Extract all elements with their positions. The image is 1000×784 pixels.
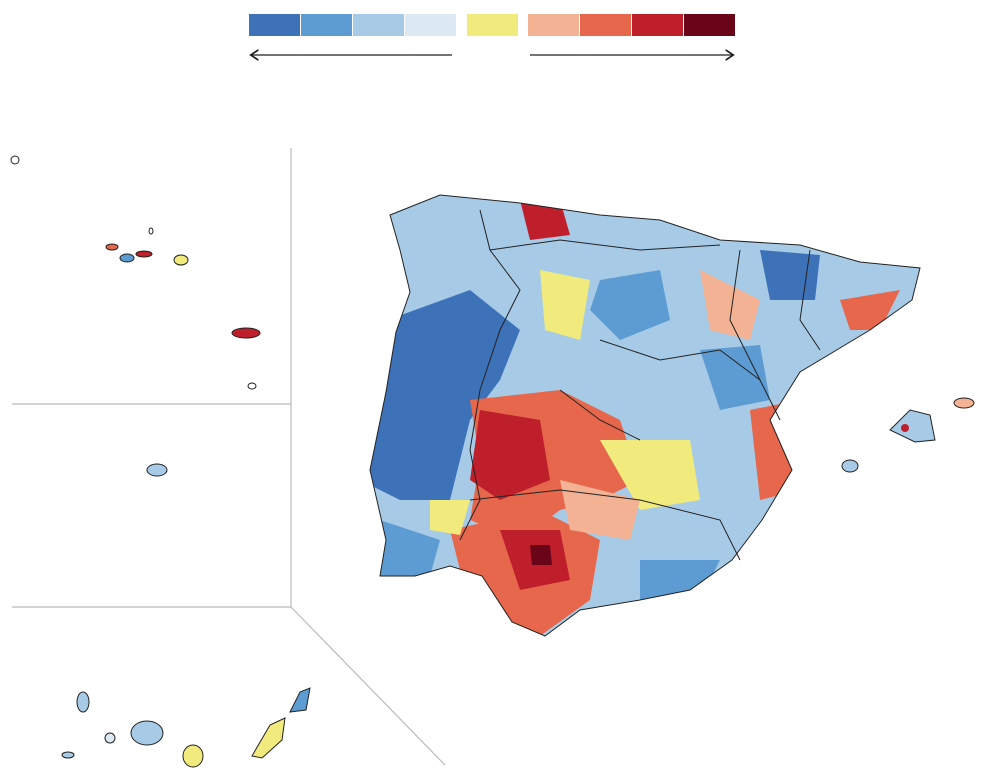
legend-swatch bbox=[249, 14, 300, 36]
legend-swatch bbox=[405, 14, 456, 36]
legend-swatch bbox=[301, 14, 352, 36]
legend-swatch bbox=[528, 14, 579, 36]
legend-swatch bbox=[467, 14, 518, 36]
islands bbox=[10, 155, 975, 768]
legend bbox=[249, 14, 735, 36]
legend-swatch bbox=[580, 14, 631, 36]
region-borders bbox=[459, 209, 821, 561]
inset-frames bbox=[12, 148, 446, 766]
legend-swatch bbox=[353, 14, 404, 36]
legend-swatch bbox=[632, 14, 683, 36]
legend-swatch bbox=[684, 14, 735, 36]
